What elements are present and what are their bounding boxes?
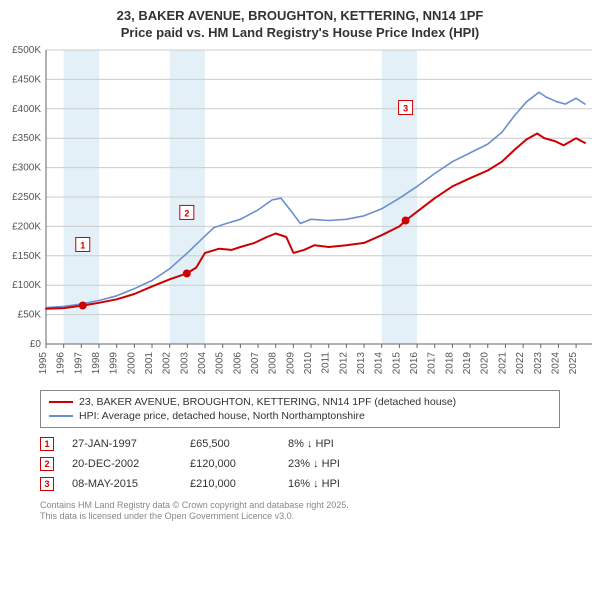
sale-price: £210,000 <box>190 478 270 490</box>
x-tick-label: 2024 <box>550 351 561 374</box>
y-tick-label: £400K <box>12 104 41 115</box>
sale-row: 3 08-MAY-2015 £210,000 16% ↓ HPI <box>40 474 560 494</box>
x-tick-label: 2020 <box>480 351 491 374</box>
legend-label: 23, BAKER AVENUE, BROUGHTON, KETTERING, … <box>79 396 456 408</box>
x-tick-label: 2022 <box>515 351 526 374</box>
chart-title-block: 23, BAKER AVENUE, BROUGHTON, KETTERING, … <box>0 0 600 44</box>
title-line-1: 23, BAKER AVENUE, BROUGHTON, KETTERING, … <box>10 8 590 25</box>
x-tick-label: 2010 <box>303 351 314 374</box>
x-tick-label: 1997 <box>73 351 84 374</box>
x-tick-label: 2019 <box>462 351 473 374</box>
sale-point <box>79 301 87 309</box>
sale-callout-number: 2 <box>184 208 189 218</box>
sale-point <box>183 269 191 277</box>
legend-swatch <box>49 401 73 403</box>
x-tick-label: 1996 <box>56 351 67 374</box>
x-tick-label: 2013 <box>356 351 367 374</box>
sale-price: £65,500 <box>190 438 270 450</box>
x-tick-label: 2017 <box>427 351 438 374</box>
sale-point <box>402 216 410 224</box>
x-tick-label: 2016 <box>409 351 420 374</box>
y-tick-label: £200K <box>12 221 41 232</box>
x-tick-label: 2008 <box>268 351 279 374</box>
y-tick-label: £0 <box>30 339 42 350</box>
x-tick-label: 1995 <box>38 351 49 374</box>
y-tick-label: £350K <box>12 133 41 144</box>
x-tick-label: 2002 <box>162 351 173 374</box>
legend: 23, BAKER AVENUE, BROUGHTON, KETTERING, … <box>40 390 560 428</box>
sale-marker: 1 <box>40 437 54 451</box>
x-tick-label: 1998 <box>91 351 102 374</box>
y-tick-label: £300K <box>12 162 41 173</box>
sale-row: 2 20-DEC-2002 £120,000 23% ↓ HPI <box>40 454 560 474</box>
sale-callout-number: 3 <box>403 103 408 113</box>
footer-line-2: This data is licensed under the Open Gov… <box>40 511 560 523</box>
x-tick-label: 2004 <box>197 351 208 374</box>
legend-item: HPI: Average price, detached house, Nort… <box>49 409 551 423</box>
sale-row: 1 27-JAN-1997 £65,500 8% ↓ HPI <box>40 434 560 454</box>
y-tick-label: £50K <box>18 309 42 320</box>
x-tick-label: 2018 <box>444 351 455 374</box>
x-tick-label: 2015 <box>391 351 402 374</box>
sale-date: 08-MAY-2015 <box>72 478 172 490</box>
sale-hpi-diff: 23% ↓ HPI <box>288 458 378 470</box>
x-tick-label: 2014 <box>374 351 385 374</box>
legend-label: HPI: Average price, detached house, Nort… <box>79 410 365 422</box>
x-tick-label: 2023 <box>533 351 544 374</box>
price-chart: £0 £50K £100K £150K £200K £250K £300K £350K £400… <box>0 44 600 384</box>
legend-swatch <box>49 415 73 417</box>
legend-item: 23, BAKER AVENUE, BROUGHTON, KETTERING, … <box>49 395 551 409</box>
sale-price: £120,000 <box>190 458 270 470</box>
x-tick-label: 1999 <box>109 351 120 374</box>
sale-callout-number: 1 <box>80 240 85 250</box>
chart-container: £0 £50K £100K £150K £200K £250K £300K £350K £400… <box>0 44 600 384</box>
y-tick-label: £150K <box>12 251 41 262</box>
x-tick-label: 2025 <box>568 351 579 374</box>
sale-date: 20-DEC-2002 <box>72 458 172 470</box>
sale-hpi-diff: 8% ↓ HPI <box>288 438 378 450</box>
x-tick-label: 2003 <box>179 351 190 374</box>
y-tick-label: £500K <box>12 45 41 56</box>
y-tick-label: £450K <box>12 74 41 85</box>
x-tick-label: 2000 <box>126 351 137 374</box>
sale-hpi-diff: 16% ↓ HPI <box>288 478 378 490</box>
sale-marker: 3 <box>40 477 54 491</box>
footer-line-1: Contains HM Land Registry data © Crown c… <box>40 500 560 512</box>
x-tick-label: 2005 <box>215 351 226 374</box>
x-tick-label: 2001 <box>144 351 155 374</box>
x-tick-label: 2012 <box>338 351 349 374</box>
sale-marker: 2 <box>40 457 54 471</box>
title-line-2: Price paid vs. HM Land Registry's House … <box>10 25 590 42</box>
x-tick-label: 2021 <box>497 351 508 374</box>
x-tick-label: 2009 <box>285 351 296 374</box>
y-tick-label: £100K <box>12 280 41 291</box>
x-tick-label: 2007 <box>250 351 261 374</box>
x-tick-label: 2006 <box>232 351 243 374</box>
sales-table: 1 27-JAN-1997 £65,500 8% ↓ HPI 2 20-DEC-2002 £… <box>40 434 560 494</box>
x-tick-label: 2011 <box>321 351 332 373</box>
data-attribution: Contains HM Land Registry data © Crown c… <box>40 500 560 523</box>
sale-date: 27-JAN-1997 <box>72 438 172 450</box>
y-tick-label: £250K <box>12 192 41 203</box>
